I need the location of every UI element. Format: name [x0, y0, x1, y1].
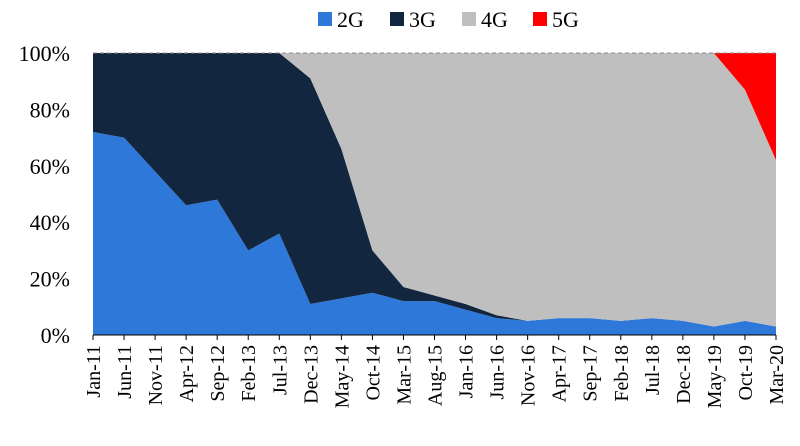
- x-tick-label: Oct-19: [735, 345, 757, 401]
- legend-label-3g: 3G: [409, 7, 436, 32]
- plot-areas: [93, 53, 776, 335]
- x-tick-label: Mar-20: [766, 345, 788, 405]
- legend-label-5g: 5G: [552, 7, 579, 32]
- x-tick-label: Apr-17: [549, 345, 571, 402]
- y-tick-label: 100%: [19, 41, 70, 66]
- y-tick-label: 20%: [30, 267, 70, 292]
- legend-label-2g: 2G: [337, 7, 364, 32]
- legend: 2G 3G 4G 5G: [318, 7, 579, 32]
- x-tick-label: Dec-13: [300, 345, 322, 404]
- legend-label-4g: 4G: [481, 7, 508, 32]
- x-tick-label: Aug-15: [425, 345, 447, 406]
- area-series-3g: [93, 53, 776, 327]
- x-tick-label: Feb-18: [611, 345, 633, 402]
- x-tick-label: Feb-13: [238, 345, 260, 402]
- legend-swatch-2g: [318, 12, 332, 26]
- legend-swatch-5g: [533, 12, 547, 26]
- y-tick-label: 80%: [30, 97, 70, 122]
- legend-swatch-4g: [462, 12, 476, 26]
- x-tick-label: Jun-11: [114, 345, 136, 399]
- y-tick-label: 40%: [30, 210, 70, 235]
- x-tick-label: Jul-13: [269, 345, 291, 395]
- x-tick-label: May-14: [331, 345, 353, 408]
- legend-swatch-3g: [390, 12, 404, 26]
- x-tick-label: Sep-12: [207, 345, 229, 402]
- x-tick-label: Nov-11: [145, 345, 167, 405]
- x-tick-label: Dec-18: [673, 345, 695, 404]
- area-series-2g: [93, 131, 776, 335]
- x-tick-label: May-19: [704, 345, 726, 408]
- x-tick-label: Oct-14: [362, 345, 384, 401]
- x-axis: Jan-11 Jun-11 Nov-11 Apr-12 Sep-12 Feb-13 Jul-…: [83, 334, 788, 408]
- x-tick-label: Jul-18: [642, 345, 664, 395]
- x-tick-label: Nov-16: [518, 345, 540, 406]
- y-tick-label: 0%: [41, 323, 70, 348]
- x-tick-label: Mar-15: [393, 345, 415, 405]
- x-tick-label: Jan-16: [456, 345, 478, 398]
- y-axis: 0% 20% 40% 60% 80% 100%: [19, 41, 70, 348]
- y-tick-label: 60%: [30, 154, 70, 179]
- x-tick-label: Jan-11: [83, 345, 105, 398]
- x-tick-label: Jun-16: [487, 345, 509, 399]
- x-tick-label: Apr-12: [176, 345, 198, 402]
- area-series-4g: [93, 53, 776, 327]
- x-tick-label: Sep-17: [580, 345, 602, 402]
